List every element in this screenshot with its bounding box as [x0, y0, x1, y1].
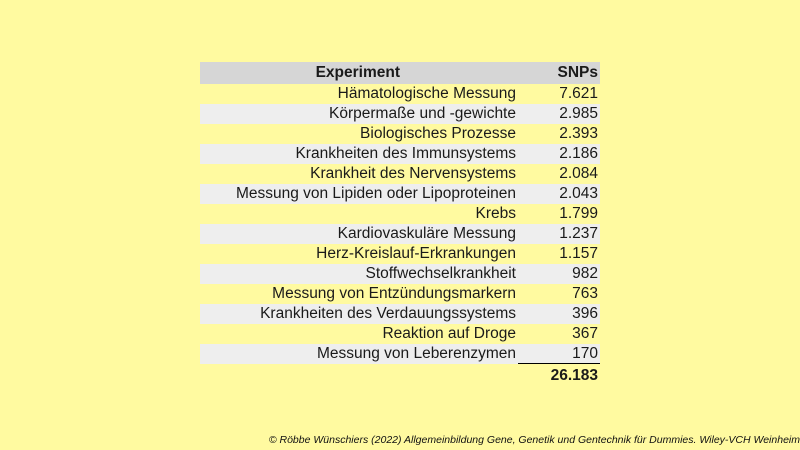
table-row: Messung von Leberenzymen 170 [200, 344, 600, 364]
experiment-cell: Messung von Entzündungsmarkern [272, 285, 516, 302]
experiment-cell: Körpermaße und -gewichte [329, 105, 516, 122]
header-snps: SNPs [557, 64, 599, 81]
table-row: Messung von Entzündungsmarkern 763 [200, 284, 600, 304]
snps-cell: 1.237 [559, 225, 598, 242]
experiment-cell: Krebs [475, 205, 517, 222]
experiment-cell: Messung von Lipiden oder Lipoproteinen [235, 185, 516, 202]
snps-cell: 1.799 [559, 205, 598, 222]
experiment-cell: Kardiovaskuläre Messung [337, 225, 516, 242]
experiment-cell: Hämatologische Messung [337, 85, 516, 102]
copyright-footer: © Röbbe Wünschiers (2022) Allgemeinbildu… [268, 434, 800, 446]
table-row: Messung von Lipiden oder Lipoproteinen 2… [200, 184, 600, 204]
snps-cell: 396 [572, 305, 598, 322]
snp-table: Experiment SNPs Hämatologische Messung 7… [200, 62, 600, 388]
table-row: Hämatologische Messung 7.621 [200, 84, 600, 104]
table-row: Körpermaße und -gewichte 2.985 [200, 104, 600, 124]
snps-cell: 170 [518, 345, 600, 364]
table-row: Stoffwechselkrankheit 982 [200, 264, 600, 284]
experiment-cell: Stoffwechselkrankheit [365, 265, 517, 282]
experiment-cell: Krankheiten des Immunsystems [295, 145, 516, 162]
snps-cell: 2.186 [559, 145, 598, 162]
snps-cell: 2.043 [559, 185, 598, 202]
experiment-cell: Herz-Kreislauf-Erkrankungen [316, 245, 516, 262]
experiment-cell: Reaktion auf Droge [382, 325, 516, 342]
table-row: Krebs 1.799 [200, 204, 600, 224]
table-header: Experiment SNPs [200, 62, 600, 84]
table-row: Kardiovaskuläre Messung 1.237 [200, 224, 600, 244]
experiment-cell: Biologisches Prozesse [360, 125, 516, 142]
snps-cell: 982 [572, 265, 598, 282]
total-row: 26.183 [200, 364, 600, 388]
snps-cell: 1.157 [559, 245, 598, 262]
table-row: Krankheit des Nervensystems 2.084 [200, 164, 600, 184]
snps-cell: 2.084 [559, 165, 598, 182]
total-snps: 26.183 [550, 367, 598, 384]
snps-cell: 2.393 [559, 125, 598, 142]
table-row: Reaktion auf Droge 367 [200, 324, 600, 344]
header-experiment: Experiment [315, 64, 400, 81]
snps-cell: 367 [572, 325, 598, 342]
experiment-cell: Messung von Leberenzymen [316, 345, 516, 362]
table-row: Krankheiten des Immunsystems 2.186 [200, 144, 600, 164]
snps-cell: 763 [572, 285, 598, 302]
snps-cell: 2.985 [559, 105, 598, 122]
table-row: Herz-Kreislauf-Erkrankungen 1.157 [200, 244, 600, 264]
table-row: Krankheiten des Verdauungssystems 396 [200, 304, 600, 324]
experiment-cell: Krankheiten des Verdauungssystems [260, 305, 516, 322]
table-row: Biologisches Prozesse 2.393 [200, 124, 600, 144]
snps-cell: 7.621 [559, 85, 598, 102]
experiment-cell: Krankheit des Nervensystems [310, 165, 516, 182]
